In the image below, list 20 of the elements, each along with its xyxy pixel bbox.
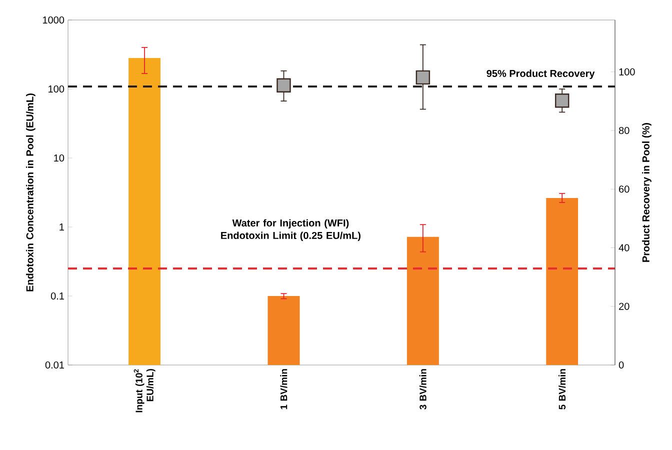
y-tick-label: 100 (48, 85, 64, 93)
y-axis-title: Endotoxin Concentration in Pool (EU/mL) (26, 94, 36, 292)
ref-line-label: 95% Product Recovery (486, 70, 595, 79)
y2-tick-label: 80 (618, 126, 630, 134)
y-tick-label: 10 (54, 154, 64, 162)
y2-tick-label: 40 (618, 244, 630, 252)
y2-tick-label: 20 (619, 302, 630, 310)
y-tick-label: 1 (60, 224, 64, 230)
x-tick-label: 1 BV/min (280, 369, 288, 410)
y2-tick-label: 60 (619, 186, 630, 193)
y-tick-label: 0.1 (50, 292, 64, 300)
x-tick-label: Input (10$^{2}$ EU/mL) (134, 369, 156, 412)
y2-axis-title: Product Recovery in Pool (%) (642, 122, 652, 262)
ref-line-label: Water for Injection (WFI) Endotoxin Limit (0.25 EU/mL) (221, 219, 360, 242)
x-tick-label: 5 BV/min (558, 369, 566, 410)
y2-tick-label: 100 (619, 68, 635, 76)
y2-tick-label: 0 (618, 361, 624, 369)
y-tick-label: 1000 (42, 16, 64, 24)
x-tick-label: 3 BV/min (419, 369, 426, 410)
y-tick-label: 0.01 (45, 361, 64, 369)
